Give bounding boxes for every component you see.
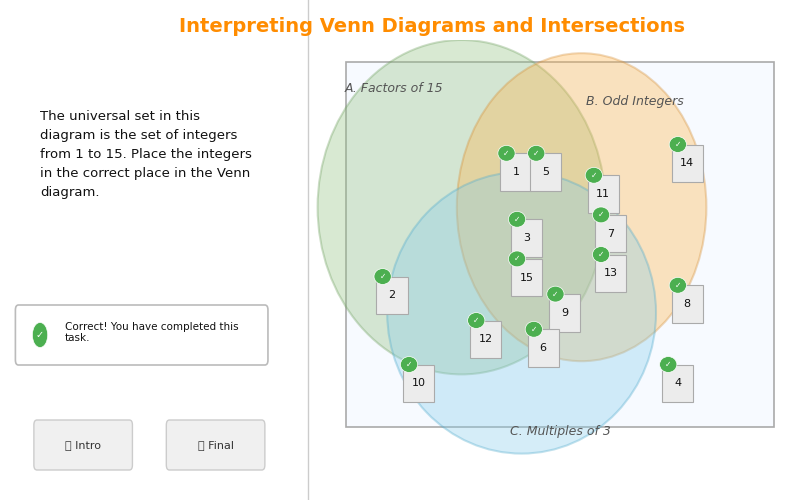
Text: 5: 5 <box>542 167 549 177</box>
Text: ✓: ✓ <box>598 210 604 220</box>
FancyBboxPatch shape <box>587 176 619 212</box>
Text: ✓: ✓ <box>530 325 537 334</box>
FancyBboxPatch shape <box>500 154 531 190</box>
Text: 11: 11 <box>596 189 610 199</box>
Text: ✓: ✓ <box>514 254 520 264</box>
Text: ✓: ✓ <box>36 330 44 340</box>
Text: Interpreting Venn Diagrams and Intersections: Interpreting Venn Diagrams and Intersect… <box>179 18 685 36</box>
Text: ✓: ✓ <box>552 290 558 298</box>
FancyBboxPatch shape <box>594 215 626 252</box>
Text: 3: 3 <box>523 233 530 243</box>
Circle shape <box>659 356 677 372</box>
FancyBboxPatch shape <box>470 320 501 358</box>
Text: 1: 1 <box>512 167 519 177</box>
FancyBboxPatch shape <box>528 330 558 366</box>
Circle shape <box>669 136 686 152</box>
Text: ✓: ✓ <box>533 149 539 158</box>
Text: C. Multiples of 3: C. Multiples of 3 <box>510 425 610 438</box>
Circle shape <box>401 356 418 372</box>
FancyBboxPatch shape <box>510 220 542 256</box>
Circle shape <box>669 278 686 293</box>
FancyBboxPatch shape <box>15 305 268 365</box>
FancyBboxPatch shape <box>672 286 702 323</box>
Text: 6: 6 <box>540 343 546 353</box>
Text: Correct! You have completed this
task.: Correct! You have completed this task. <box>65 322 238 344</box>
FancyBboxPatch shape <box>403 364 434 402</box>
FancyBboxPatch shape <box>550 294 581 332</box>
Circle shape <box>586 168 602 183</box>
Text: ✓: ✓ <box>665 360 671 369</box>
Text: ✓: ✓ <box>598 250 604 259</box>
Circle shape <box>528 146 545 161</box>
Text: ✓: ✓ <box>674 281 681 290</box>
FancyBboxPatch shape <box>376 276 408 314</box>
Text: 10: 10 <box>411 378 426 388</box>
Circle shape <box>467 312 485 328</box>
Text: 12: 12 <box>478 334 493 344</box>
Text: 🔊 Final: 🔊 Final <box>198 440 234 450</box>
Circle shape <box>374 268 391 284</box>
FancyBboxPatch shape <box>34 420 133 470</box>
Text: 2: 2 <box>389 290 395 300</box>
Text: 14: 14 <box>680 158 694 168</box>
Circle shape <box>509 251 526 267</box>
Ellipse shape <box>387 172 656 454</box>
Ellipse shape <box>318 40 606 374</box>
Circle shape <box>525 322 542 337</box>
Circle shape <box>592 246 610 262</box>
Circle shape <box>547 286 564 302</box>
Circle shape <box>32 322 48 347</box>
Text: A. Factors of 15: A. Factors of 15 <box>345 82 444 95</box>
FancyBboxPatch shape <box>346 62 774 427</box>
Text: ✓: ✓ <box>503 149 510 158</box>
Circle shape <box>592 207 610 223</box>
Text: 15: 15 <box>519 272 534 282</box>
Text: ✓: ✓ <box>514 215 520 224</box>
Text: ✓: ✓ <box>406 360 412 369</box>
Text: ✓: ✓ <box>473 316 479 325</box>
Text: B. Odd Integers: B. Odd Integers <box>586 95 683 108</box>
FancyBboxPatch shape <box>594 254 626 292</box>
Text: 8: 8 <box>684 299 690 309</box>
Text: 13: 13 <box>603 268 618 278</box>
Text: 4: 4 <box>674 378 681 388</box>
Circle shape <box>498 146 515 161</box>
FancyBboxPatch shape <box>530 154 562 190</box>
Text: ✓: ✓ <box>379 272 386 281</box>
Text: ✓: ✓ <box>674 140 681 149</box>
FancyBboxPatch shape <box>166 420 265 470</box>
Ellipse shape <box>457 53 706 361</box>
Text: ✓: ✓ <box>590 171 597 180</box>
Text: 7: 7 <box>607 228 614 238</box>
FancyBboxPatch shape <box>662 364 693 402</box>
FancyBboxPatch shape <box>510 259 542 296</box>
Circle shape <box>509 212 526 227</box>
FancyBboxPatch shape <box>672 144 702 182</box>
Text: 🔊 Intro: 🔊 Intro <box>65 440 101 450</box>
Text: The universal set in this
diagram is the set of integers
from 1 to 15. Place the: The universal set in this diagram is the… <box>40 110 252 199</box>
Text: 9: 9 <box>562 308 568 318</box>
